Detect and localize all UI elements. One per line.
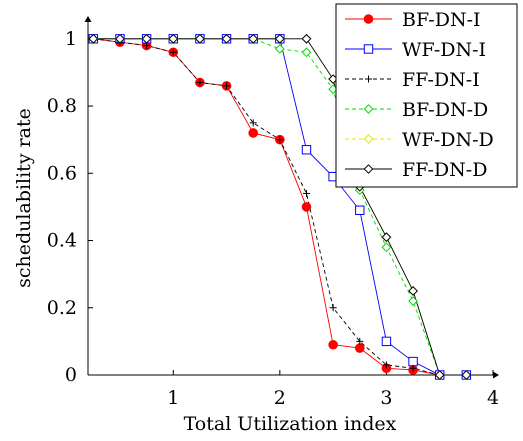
legend-marker-wf-dn-i xyxy=(363,44,374,54)
data-point-bf-dn-i xyxy=(301,202,312,212)
data-point-ff-dn-d xyxy=(274,33,285,44)
legend-label: FF-DN-D xyxy=(402,159,487,181)
data-point-ff-dn-i xyxy=(169,48,177,56)
data-point-bf-dn-d xyxy=(381,242,392,253)
data-point-bf-dn-d xyxy=(301,47,312,58)
data-point-ff-dn-d xyxy=(248,33,259,44)
x-tick-label: 4 xyxy=(487,387,499,409)
data-point-ff-dn-i xyxy=(409,364,417,372)
data-point-ff-dn-d xyxy=(461,370,472,380)
y-tick-label: 0.6 xyxy=(47,162,77,184)
x-axis-label: Total Utilization index xyxy=(184,413,397,435)
data-point-ff-dn-i xyxy=(276,136,284,144)
data-point-ff-dn-d xyxy=(195,33,205,44)
legend-label: WF-DN-D xyxy=(402,129,494,151)
data-point-ff-dn-i xyxy=(329,304,337,312)
y-tick-label: 0.4 xyxy=(47,230,77,252)
y-tick-label: 0.8 xyxy=(47,95,77,117)
data-point-ff-dn-d xyxy=(88,33,99,44)
data-point-ff-dn-d xyxy=(434,370,445,380)
data-point-wf-dn-i xyxy=(408,356,418,367)
legend-marker-wf-dn-d xyxy=(363,134,374,144)
data-point-ff-dn-d xyxy=(168,33,179,44)
legend-label: FF-DN-I xyxy=(402,69,480,91)
legend-marker-bf-dn-i xyxy=(363,14,374,24)
data-point-bf-dn-i xyxy=(354,343,365,353)
y-tick-label: 1 xyxy=(65,28,77,50)
data-point-ff-dn-i xyxy=(382,361,390,369)
y-tick-label: 0.2 xyxy=(47,297,77,319)
y-axis-label: schedulability rate xyxy=(13,108,35,288)
x-tick-label: 2 xyxy=(274,387,286,409)
data-point-ff-dn-i xyxy=(196,79,204,87)
data-point-ff-dn-d xyxy=(408,286,418,296)
series-markers xyxy=(88,33,472,380)
data-point-ff-dn-i xyxy=(356,337,364,345)
legend-label: WF-DN-I xyxy=(402,39,486,61)
data-point-wf-dn-i xyxy=(355,205,365,215)
legend-marker-ff-dn-d xyxy=(363,164,374,174)
legend: BF-DN-I WF-DN-I FF-DN-I BF-DN-D WF-DN-D FF-DN… xyxy=(335,3,518,188)
tick-labels: 1 2 3 4 0 0.2 0.4 0.6 0.8 1 xyxy=(47,28,499,409)
data-point-ff-dn-d xyxy=(115,33,125,44)
data-point-ff-dn-d xyxy=(221,33,232,44)
data-point-ff-dn-i xyxy=(249,119,257,127)
data-point-ff-dn-i xyxy=(223,82,231,90)
legend-label: BF-DN-I xyxy=(402,9,481,31)
legend-box xyxy=(335,3,518,188)
data-point-bf-dn-d xyxy=(408,296,418,306)
legend-label: BF-DN-D xyxy=(402,99,488,121)
x-axis-arrowhead xyxy=(493,371,499,379)
legend-marker-bf-dn-d xyxy=(363,104,374,114)
axes xyxy=(84,16,499,379)
data-point-ff-dn-d xyxy=(301,33,312,44)
data-point-ff-dn-d xyxy=(381,232,392,243)
x-tick-label: 1 xyxy=(167,387,179,409)
data-point-wf-dn-i xyxy=(301,145,312,155)
data-point-bf-dn-d xyxy=(274,43,285,54)
data-point-ff-dn-d xyxy=(141,33,152,44)
data-point-ff-dn-i xyxy=(302,189,310,197)
y-tick-label: 0 xyxy=(65,364,77,386)
data-point-wf-dn-i xyxy=(381,336,392,347)
x-tick-label: 3 xyxy=(380,387,392,409)
legend-marker-ff-dn-i xyxy=(365,75,372,83)
data-point-bf-dn-i xyxy=(248,128,258,138)
y-axis-arrowhead xyxy=(84,16,92,22)
data-point-bf-dn-i xyxy=(328,339,338,350)
